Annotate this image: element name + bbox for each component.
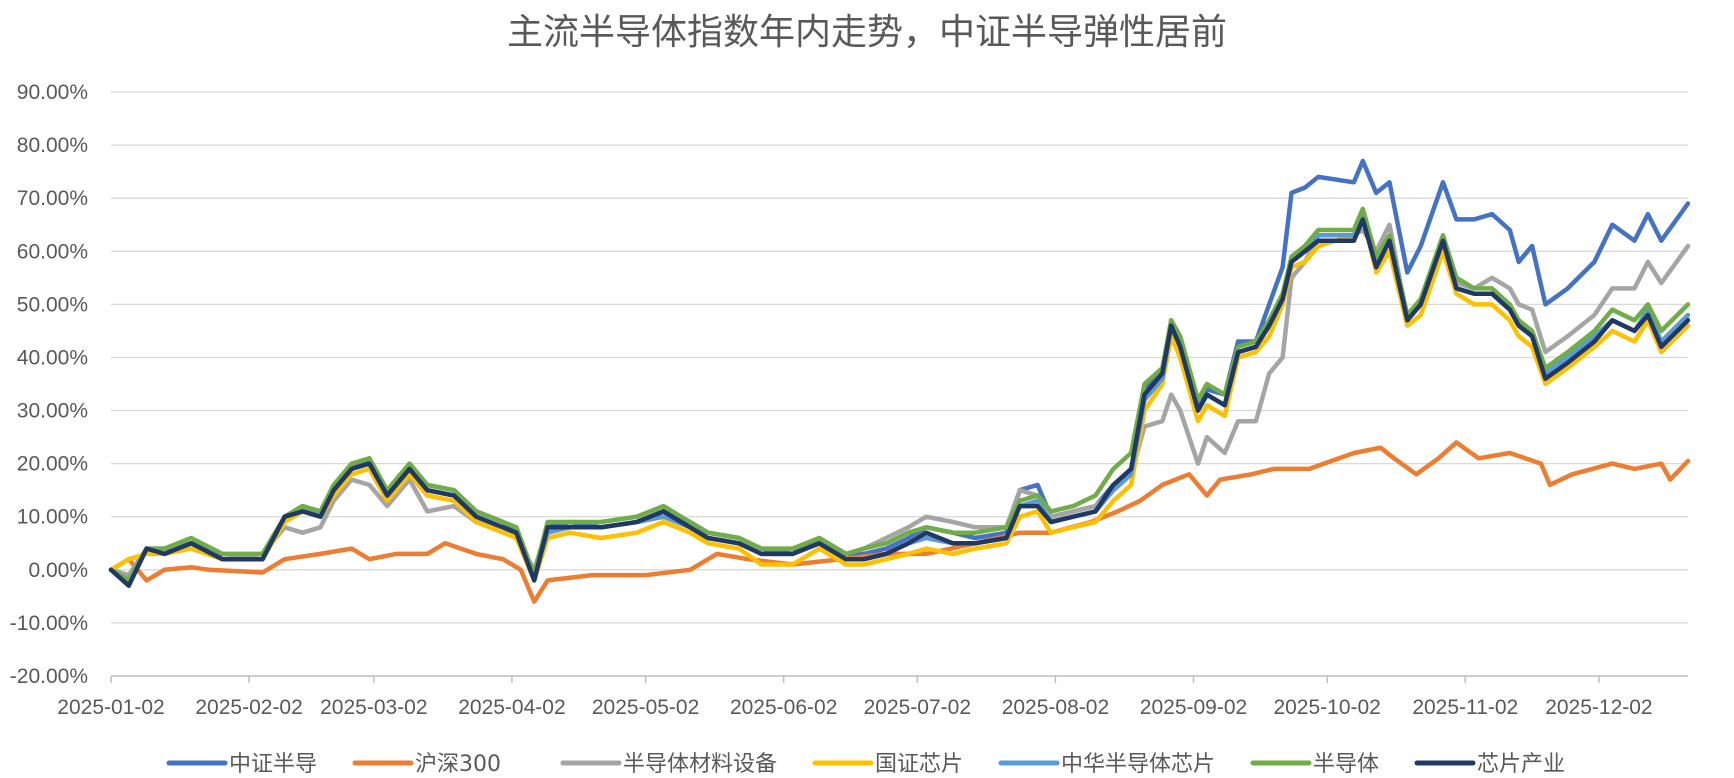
legend-item: 国证芯片 xyxy=(812,752,963,777)
y-tick-label: 10.00% xyxy=(17,506,88,529)
y-tick-label: 0.00% xyxy=(28,559,88,582)
legend-label: 中华半导体芯片 xyxy=(1061,752,1215,777)
series-line-7 xyxy=(108,217,1691,588)
x-tick-label: 2025-01-02 xyxy=(57,696,164,719)
legend: 中证半导 沪深300 半导体材料设备 国证芯片 中华半导体芯片 半导体 芯片产业 xyxy=(166,752,1565,777)
x-tick-label: 2025-05-02 xyxy=(592,696,699,719)
y-tick-label: 20.00% xyxy=(17,453,88,476)
legend-label: 中证半导 xyxy=(229,752,317,777)
x-tick-label: 2025-06-02 xyxy=(730,696,837,719)
legend-label: 国证芯片 xyxy=(875,752,963,777)
y-tick-label: 90.00% xyxy=(17,81,88,104)
legend-label: 沪深300 xyxy=(415,752,501,777)
legend-label: 芯片产业 xyxy=(1477,752,1565,777)
legend-item: 芯片产业 xyxy=(1414,752,1565,777)
y-tick-label: -20.00% xyxy=(10,665,88,688)
x-tick-label: 2025-04-02 xyxy=(458,696,565,719)
x-axis: 2025-01-02 2025-02-02 2025-03-02 2025-04-02… xyxy=(57,675,1688,719)
y-tick-label: 50.00% xyxy=(17,293,88,316)
legend-label: 半导体 xyxy=(1313,752,1379,777)
chart-title: 主流半导体指数年内走势，中证半导弹性居前 xyxy=(507,12,1227,53)
x-tick-label: 2025-08-02 xyxy=(1002,696,1109,719)
x-tick-label: 2025-09-02 xyxy=(1140,696,1247,719)
legend-item: 中华半导体芯片 xyxy=(998,752,1215,777)
legend-item: 中证半导 xyxy=(166,752,317,777)
x-tick-label: 2025-07-02 xyxy=(864,696,971,719)
x-tick-label: 2025-02-02 xyxy=(195,696,302,719)
y-tick-label: 70.00% xyxy=(17,187,88,210)
series-lines xyxy=(108,158,1691,604)
series-line-1 xyxy=(108,158,1691,583)
legend-label: 半导体材料设备 xyxy=(623,752,777,777)
y-axis-tick-labels: -20.00% -10.00% 0.00% 10.00% 20.00% 30.00% 40.… xyxy=(10,81,88,688)
x-tick-label: 2025-12-02 xyxy=(1545,696,1652,719)
y-tick-label: -10.00% xyxy=(10,612,88,635)
legend-item: 沪深300 xyxy=(352,752,501,777)
gridlines xyxy=(111,91,1688,677)
x-tick-label: 2025-10-02 xyxy=(1273,696,1380,719)
y-tick-label: 60.00% xyxy=(17,240,88,263)
y-tick-label: 30.00% xyxy=(17,400,88,423)
legend-item: 半导体材料设备 xyxy=(560,752,777,777)
y-tick-label: 40.00% xyxy=(17,346,88,369)
x-tick-label: 2025-03-02 xyxy=(320,696,427,719)
legend-item: 半导体 xyxy=(1250,752,1379,777)
x-tick-label: 2025-11-02 xyxy=(1412,696,1518,719)
y-tick-label: 80.00% xyxy=(17,134,88,157)
